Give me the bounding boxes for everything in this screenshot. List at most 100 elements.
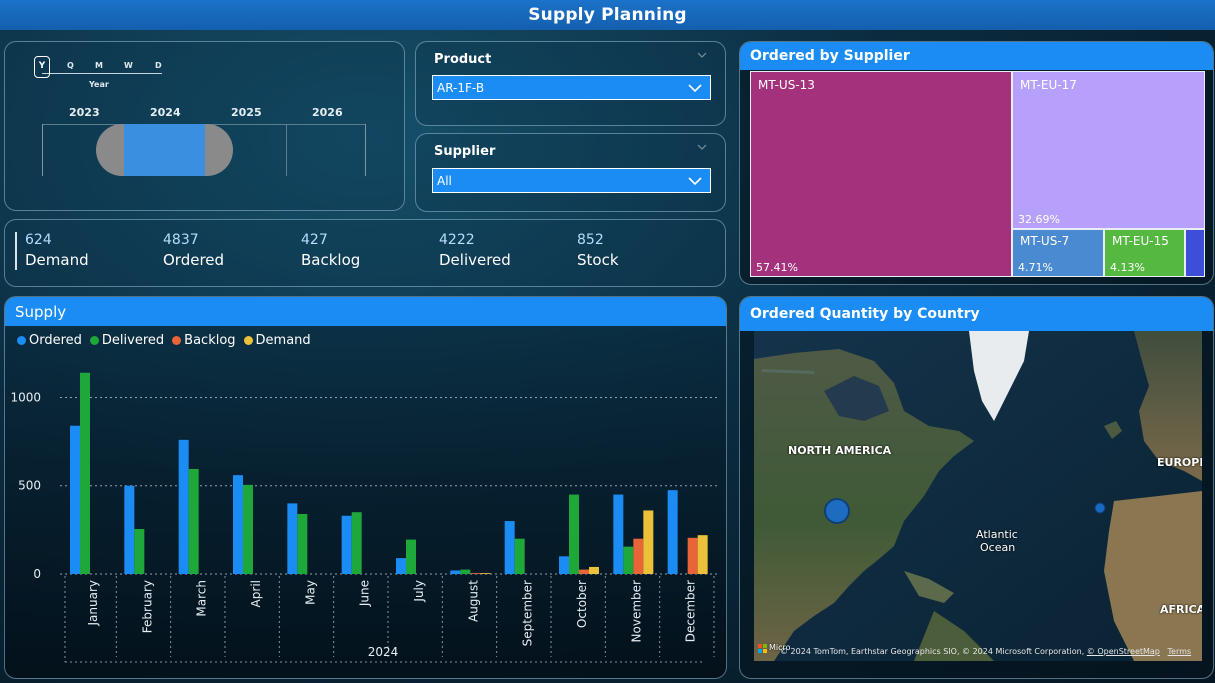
granularity-label: Year — [89, 80, 109, 89]
map-label-ocean: Ocean — [980, 541, 1016, 554]
kpi-card-strip: 624 Demand 4837 Ordered 427 Backlog 4222… — [4, 219, 726, 287]
x-tick-label: February — [140, 580, 154, 633]
supply-chart[interactable]: 0 500 1000 January February March April May June… — [5, 297, 727, 679]
map-bubble-eu[interactable] — [1094, 502, 1106, 514]
treemap-tile-mt-eu-15[interactable]: MT-EU-15 4.13% — [1104, 229, 1185, 277]
supply-chart-panel: 0 500 1000 January February March April May June… — [4, 296, 727, 679]
kpi-label: Delivered — [439, 251, 511, 269]
tile-name: MT-US-13 — [758, 78, 815, 92]
page-title: Supply Planning — [528, 5, 687, 25]
kpi-ordered: 4837 Ordered — [163, 232, 224, 269]
bar-delivered — [134, 528, 145, 574]
bar-ordered — [613, 494, 624, 574]
y-tick-label: 500 — [18, 479, 41, 493]
bar-delivered — [460, 569, 471, 574]
bar-backlog — [579, 569, 589, 574]
openstreetmap-link[interactable]: © OpenStreetMap — [1086, 647, 1160, 656]
bar-demand — [480, 573, 491, 574]
map-label-africa: AFRICA — [1160, 603, 1202, 616]
map-bubble-us[interactable] — [824, 498, 850, 524]
bar-delivered — [243, 484, 253, 574]
supplier-dropdown[interactable]: All — [432, 168, 711, 193]
granularity-quarter[interactable]: Q — [67, 61, 74, 70]
treemap-header: Ordered by Supplier — [740, 42, 1213, 70]
collapse-chevron-icon[interactable] — [697, 142, 707, 152]
tile-name: MT-EU-17 — [1020, 78, 1077, 92]
x-tick-label: January — [86, 580, 100, 627]
x-tick-label: August — [466, 580, 480, 622]
bar-delivered — [569, 494, 579, 574]
x-tick-label: September — [521, 580, 535, 646]
legend-item-backlog[interactable]: Backlog — [172, 333, 236, 348]
chevron-down-icon — [688, 177, 702, 186]
map-canvas[interactable]: NORTH AMERICA EUROPE Atlantic Ocean AFRI… — [754, 331, 1202, 661]
granularity-year[interactable]: Y — [34, 56, 50, 78]
supply-chart-header: Supply — [5, 297, 726, 326]
x-tick-label: December — [684, 580, 698, 642]
treemap-tile-other[interactable] — [1185, 229, 1205, 277]
kpi-label: Demand — [25, 251, 89, 269]
collapse-chevron-icon[interactable] — [697, 50, 707, 60]
treemap-tile-mt-us-7[interactable]: MT-US-7 4.71% — [1012, 229, 1104, 277]
chart-legend: Ordered Delivered Backlog Demand — [17, 333, 311, 348]
bar-ordered — [559, 556, 569, 574]
bar-delivered — [351, 512, 362, 574]
year-2026[interactable]: 2026 — [312, 106, 343, 119]
treemap-tile-mt-us-13[interactable]: MT-US-13 57.41% — [750, 71, 1012, 277]
treemap-tile-mt-eu-17[interactable]: MT-EU-17 32.69% — [1012, 71, 1205, 229]
x-tick-label: June — [358, 580, 372, 607]
kpi-value: 624 — [25, 232, 52, 248]
legend-dot — [89, 336, 99, 345]
year-2024[interactable]: 2024 — [150, 106, 181, 119]
map-label-europe: EUROPE — [1157, 456, 1202, 469]
supplier-slicer: Supplier All — [415, 133, 726, 212]
bar-demand — [643, 510, 654, 574]
kpi-label: Backlog — [301, 251, 361, 269]
x-tick-label: May — [303, 580, 317, 605]
product-dropdown[interactable]: AR-1F-B — [432, 75, 711, 100]
timeline-selected-range[interactable] — [124, 124, 206, 176]
x-tick-label: April — [249, 580, 263, 607]
attribution-text: © 2024 TomTom, Earthstar Geographics SIO… — [780, 647, 1087, 656]
legend-dot — [243, 336, 253, 345]
legend-item-ordered[interactable]: Ordered — [17, 333, 82, 348]
y-tick-label: 0 — [33, 567, 41, 581]
tile-percent: 4.13% — [1110, 261, 1145, 274]
x-tick-label: July — [412, 580, 426, 603]
bar-demand — [697, 535, 708, 574]
bar-ordered — [450, 570, 461, 574]
treemap-title: Ordered by Supplier — [750, 48, 910, 64]
terms-link[interactable]: Terms — [1167, 647, 1192, 656]
year-2023[interactable]: 2023 — [69, 106, 100, 119]
granularity-week[interactable]: W — [124, 61, 133, 70]
year-2025[interactable]: 2025 — [231, 106, 262, 119]
product-slicer: Product AR-1F-B — [415, 41, 726, 126]
map-title: Ordered Quantity by Country — [750, 306, 980, 322]
bar-ordered — [667, 490, 678, 574]
x-tick-label: March — [195, 580, 209, 617]
legend-label: Demand — [255, 333, 311, 348]
kpi-label: Ordered — [163, 251, 225, 269]
bar-ordered — [396, 558, 406, 574]
legend-label: Backlog — [184, 333, 236, 348]
legend-label: Delivered — [101, 333, 165, 348]
map-provider-name: Microsoft Bing — [769, 643, 790, 652]
timeline-divider — [286, 124, 287, 176]
bar-ordered — [178, 439, 189, 574]
legend-label: Ordered — [29, 333, 82, 348]
map-provider-logo: Microsoft Bing — [758, 643, 790, 655]
legend-item-demand[interactable]: Demand — [243, 333, 311, 348]
y-tick-label: 1000 — [10, 390, 41, 404]
kpi-delivered: 4222 Delivered — [439, 232, 511, 269]
granularity-day[interactable]: D — [155, 61, 162, 70]
bar-ordered — [287, 503, 298, 574]
granularity-track — [42, 73, 162, 74]
microsoft-logo-icon — [758, 644, 767, 653]
bar-backlog — [470, 573, 481, 574]
legend-item-delivered[interactable]: Delivered — [89, 333, 165, 348]
granularity-month[interactable]: M — [95, 61, 103, 70]
bar-demand — [589, 566, 599, 574]
bar-ordered — [70, 425, 80, 574]
kpi-accent-bar — [15, 232, 17, 270]
supply-chart-title: Supply — [15, 302, 67, 321]
